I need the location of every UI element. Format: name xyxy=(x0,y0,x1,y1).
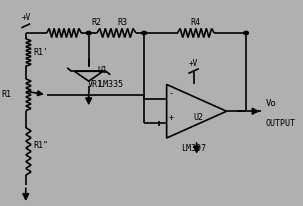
Text: R3: R3 xyxy=(118,18,128,27)
Circle shape xyxy=(244,31,248,35)
Circle shape xyxy=(142,31,147,35)
Text: LM307: LM307 xyxy=(181,144,206,153)
Text: R1": R1" xyxy=(33,141,48,150)
Text: U2: U2 xyxy=(194,113,204,122)
Text: R4: R4 xyxy=(191,18,201,27)
Text: U1: U1 xyxy=(98,66,108,75)
Text: VR1: VR1 xyxy=(88,80,103,89)
Text: R1': R1' xyxy=(33,48,48,57)
Text: -: - xyxy=(169,89,174,98)
Text: OUTPUT: OUTPUT xyxy=(265,119,295,128)
Circle shape xyxy=(86,31,91,35)
Text: +V: +V xyxy=(189,59,198,68)
Text: R2: R2 xyxy=(91,18,101,27)
Text: +V: +V xyxy=(22,13,31,22)
Text: +: + xyxy=(169,113,174,122)
Text: LM335: LM335 xyxy=(98,80,123,89)
Text: R1: R1 xyxy=(1,90,11,99)
Text: Vo: Vo xyxy=(265,98,276,108)
